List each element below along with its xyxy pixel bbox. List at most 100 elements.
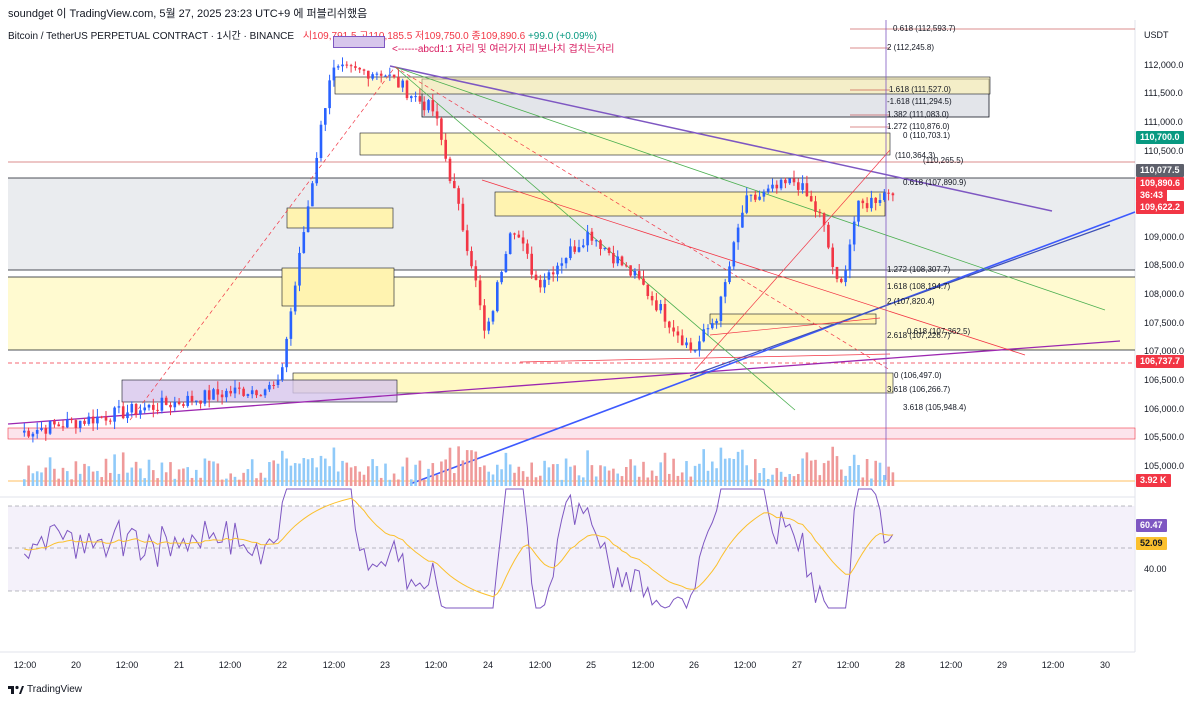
volume-bar xyxy=(792,476,796,486)
green-line-1 xyxy=(394,66,796,411)
candle-body xyxy=(521,237,525,244)
candle-body xyxy=(891,193,895,196)
volume-bar xyxy=(35,471,39,486)
brand-name: TradingView xyxy=(27,684,83,695)
volume-bar xyxy=(809,460,813,486)
candle-body xyxy=(534,274,538,280)
volume-bar xyxy=(508,464,512,486)
time-tick: 12:00 xyxy=(631,660,655,670)
time-tick: 23 xyxy=(379,660,391,670)
volume-bar xyxy=(676,475,680,486)
volume-bar xyxy=(31,473,35,486)
candle-body xyxy=(689,342,693,351)
volume-bar xyxy=(551,464,555,486)
volume-bar xyxy=(229,473,232,486)
candle-body xyxy=(328,80,331,109)
volume-bar xyxy=(134,461,138,486)
candle-body xyxy=(242,388,245,396)
volume-bar xyxy=(427,468,430,486)
candle-body xyxy=(401,80,404,88)
volume-bar xyxy=(797,473,800,486)
candle-body xyxy=(616,256,619,264)
price-tag: 109,890.6 xyxy=(1136,177,1185,190)
fib-level-label: 1.272 (108,307.7) xyxy=(887,265,951,274)
candle-body xyxy=(457,188,460,204)
candle-body xyxy=(788,178,791,184)
fib-level-label: 0.618 (112,593.7) xyxy=(893,24,956,33)
volume-bar xyxy=(173,478,177,486)
candle-body xyxy=(551,272,555,275)
candle-body xyxy=(594,240,598,242)
volume-bar xyxy=(500,469,503,486)
volume-bar xyxy=(844,475,847,486)
volume-bar xyxy=(642,461,645,486)
volume-bar xyxy=(87,466,91,486)
time-tick: 28 xyxy=(894,660,906,670)
fib-level-label: -1.618 (111,294.5) xyxy=(887,97,952,106)
tradingview-brand[interactable]: TradingView xyxy=(8,684,82,695)
candle-body xyxy=(668,321,671,328)
fib-level-label: 0.618 (107,890.9) xyxy=(903,178,967,187)
candle-body xyxy=(547,272,551,280)
volume-bar xyxy=(805,452,809,486)
volume-bar xyxy=(298,463,301,486)
time-tick: 12:00 xyxy=(836,660,860,670)
candle-body xyxy=(392,74,396,78)
fib-level-label: 1.272 (110,876.0) xyxy=(887,122,950,131)
volume-bar xyxy=(741,449,744,486)
candle-body xyxy=(865,203,869,209)
volume-bar xyxy=(405,457,409,486)
volume-bar xyxy=(276,463,280,486)
volume-bar xyxy=(706,470,710,486)
volume-bar xyxy=(225,478,228,486)
volume-bar xyxy=(539,475,542,486)
candle-body xyxy=(96,416,99,424)
candle-body xyxy=(315,157,318,184)
candle-body xyxy=(358,67,361,70)
candle-body xyxy=(448,158,452,181)
price-tag: 3.92 K xyxy=(1136,474,1171,487)
volume-bar xyxy=(139,468,142,486)
volume-bar xyxy=(504,452,508,486)
volume-bar xyxy=(435,474,439,486)
green-line-2 xyxy=(394,66,1106,311)
candle-body xyxy=(83,420,86,424)
rsi-tag: 60.47 xyxy=(1136,519,1167,532)
candle-body xyxy=(478,280,482,306)
candle-body xyxy=(771,184,774,189)
volume-bar xyxy=(547,467,551,486)
volume-bar xyxy=(491,474,495,486)
volume-bar xyxy=(685,461,688,486)
fib-level-label: (110,364.3) xyxy=(895,151,936,160)
candle-body xyxy=(35,429,39,434)
candle-body xyxy=(152,404,155,410)
fib-level-label: 1.382 (111,083.0) xyxy=(887,110,949,119)
candle-body xyxy=(646,284,650,296)
candle-body xyxy=(844,270,847,283)
candle-body xyxy=(814,201,817,212)
volume-bar xyxy=(612,468,615,486)
candlestick-series xyxy=(23,57,895,443)
volume-bar xyxy=(401,466,404,486)
candle-body xyxy=(878,200,882,203)
candle-body xyxy=(539,279,542,288)
rsi-line xyxy=(23,488,894,610)
price-unit: USDT xyxy=(1144,30,1169,40)
fib-level-label: 0.618 (107,362.5) xyxy=(907,327,971,336)
volume-bar xyxy=(784,476,787,486)
candle-body xyxy=(560,263,564,266)
volume-bar xyxy=(53,468,56,486)
volume-bar xyxy=(113,454,116,486)
candle-body xyxy=(612,252,615,264)
volume-bar xyxy=(397,479,400,486)
candle-body xyxy=(607,247,611,253)
volume-bar xyxy=(659,462,662,486)
volume-bar xyxy=(650,470,654,486)
candle-body xyxy=(349,65,353,67)
volume-bar xyxy=(336,471,340,486)
zone-yellow-4 xyxy=(286,207,394,229)
volume-bar xyxy=(728,458,731,486)
candle-body xyxy=(732,242,736,267)
candle-body xyxy=(637,271,641,279)
